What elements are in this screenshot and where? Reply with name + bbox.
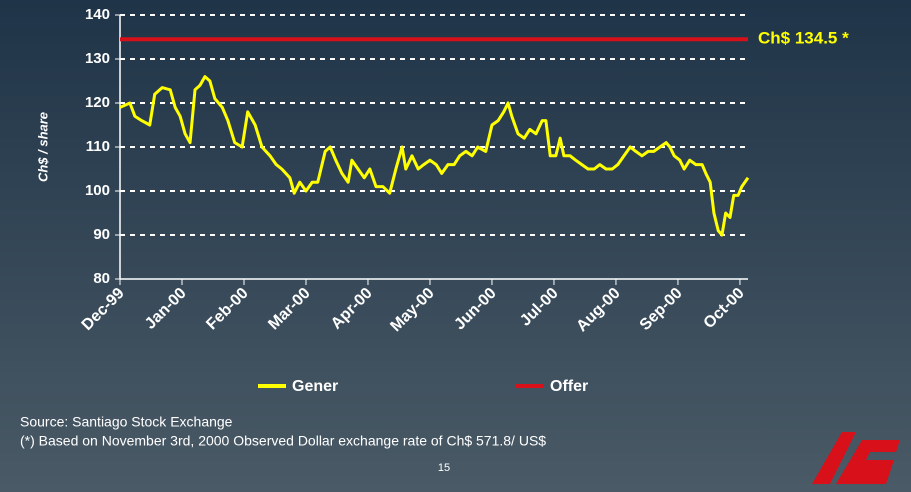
- series-line: [119, 75, 750, 237]
- y-tick-label: 120: [85, 94, 110, 111]
- logo-shape: [812, 432, 856, 484]
- source: Source: Santiago Stock Exchange: [20, 414, 233, 430]
- y-tick-label: 100: [85, 182, 110, 199]
- logo-shape: [836, 440, 900, 484]
- y-tick-label: 80: [93, 270, 110, 287]
- annotation: Ch$ 134.5 *: [758, 28, 849, 47]
- y-axis-label: Ch$ / share: [35, 112, 50, 182]
- footnote: (*) Based on November 3rd, 2000 Observed…: [20, 433, 546, 449]
- legend-label: Offer: [550, 378, 588, 395]
- y-tick-label: 140: [85, 6, 110, 23]
- page-number: 15: [438, 462, 450, 474]
- y-tick-label: 90: [93, 226, 110, 243]
- y-tick-label: 110: [86, 138, 110, 155]
- logo: [812, 432, 900, 484]
- legend-label: Gener: [292, 378, 338, 395]
- y-tick-label: 130: [85, 50, 110, 67]
